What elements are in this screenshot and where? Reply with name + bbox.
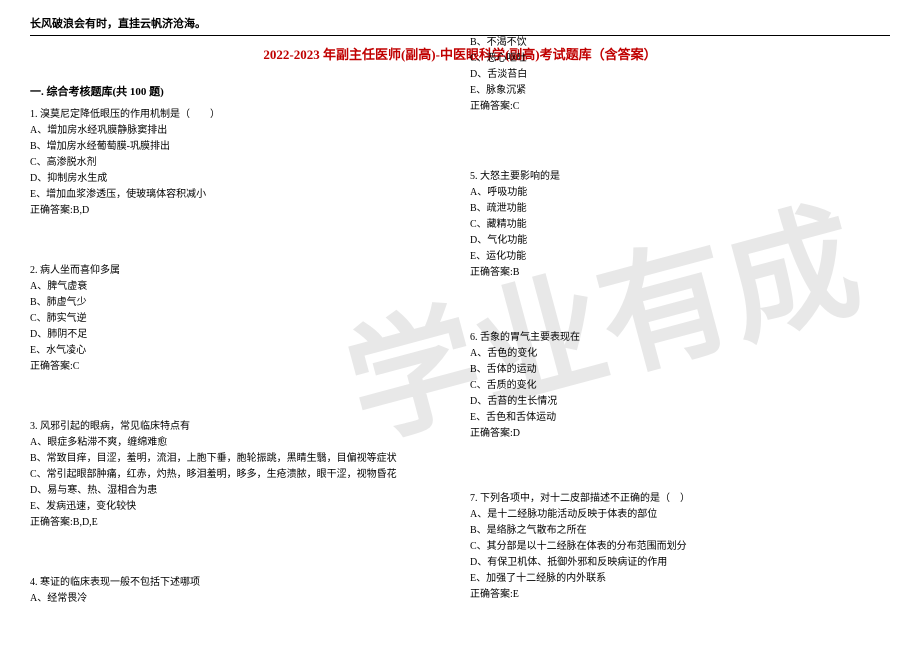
question-option: B、常致目痒，目涩，羞明，流泪，上胞下垂，胞轮振跳，黑睛生翳，目偏视等症状 bbox=[30, 451, 450, 466]
question-stem: 5. 大怒主要影响的是 bbox=[470, 169, 890, 184]
question-stem: 1. 溴莫尼定降低眼压的作用机制是（ ） bbox=[30, 107, 450, 122]
question-stem: 6. 舌象的胃气主要表现在 bbox=[470, 330, 890, 345]
question-option: E、脉象沉紧 bbox=[470, 83, 890, 98]
question-option: B、肺虚气少 bbox=[30, 295, 450, 310]
question-block: 2. 病人坐而喜仰多属 A、脾气虚衰 B、肺虚气少 C、肺实气逆 D、肺阴不足 … bbox=[30, 263, 450, 374]
question-option: A、舌色的变化 bbox=[470, 346, 890, 361]
question-stem: 3. 风邪引起的眼病，常见临床特点有 bbox=[30, 419, 450, 434]
question-block: 4. 寒证的临床表现一般不包括下述哪项 A、经常畏冷 bbox=[30, 575, 450, 606]
question-option: E、水气凌心 bbox=[30, 343, 450, 358]
question-option: C、其分部是以十二经脉在体表的分布范围而划分 bbox=[470, 539, 890, 554]
question-stem: 4. 寒证的临床表现一般不包括下述哪项 bbox=[30, 575, 450, 590]
question-option: D、气化功能 bbox=[470, 233, 890, 248]
header-motto: 长风破浪会有时，直挂云帆济沧海。 bbox=[30, 15, 890, 36]
question-answer: 正确答案:B,D,E bbox=[30, 515, 450, 530]
question-option: D、舌苔的生长情况 bbox=[470, 394, 890, 409]
question-option: B、疏泄功能 bbox=[470, 201, 890, 216]
question-option: A、脾气虚衰 bbox=[30, 279, 450, 294]
question-option: C、常引起眼部肿痛，红赤，灼热，眵泪羞明，眵多，生疮溃脓，眼干涩，视物昏花 bbox=[30, 467, 450, 482]
section-title: 一. 综合考核题库(共 100 题) bbox=[30, 83, 450, 99]
question-option: D、舌淡苔白 bbox=[470, 67, 890, 82]
question-option: C、舌质的变化 bbox=[470, 378, 890, 393]
question-option: E、发病迅速，变化较快 bbox=[30, 499, 450, 514]
question-stem: 2. 病人坐而喜仰多属 bbox=[30, 263, 450, 278]
question-block: 3. 风邪引起的眼病，常见临床特点有 A、眼症多粘滞不爽，缠绵难愈 B、常致目痒… bbox=[30, 419, 450, 530]
two-column-layout: 一. 综合考核题库(共 100 题) 1. 溴莫尼定降低眼压的作用机制是（ ） … bbox=[30, 75, 890, 607]
question-option: A、增加房水经巩膜静脉窦排出 bbox=[30, 123, 450, 138]
question-stem: 7. 下列各项中，对十二皮部描述不正确的是（ ） bbox=[470, 491, 890, 506]
question-option: B、舌体的运动 bbox=[470, 362, 890, 377]
question-option: D、易与寒、热、湿相合为患 bbox=[30, 483, 450, 498]
question-option: E、舌色和舌体运动 bbox=[470, 410, 890, 425]
question-answer: 正确答案:E bbox=[470, 587, 890, 602]
question-option: A、经常畏冷 bbox=[30, 591, 450, 606]
page-content: 长风破浪会有时，直挂云帆济沧海。 2022-2023 年副主任医师(副高)-中医… bbox=[0, 0, 920, 622]
question-option: D、肺阴不足 bbox=[30, 327, 450, 342]
question-option: E、加强了十二经脉的内外联系 bbox=[470, 571, 890, 586]
question-option: B、增加房水经葡萄膜-巩膜排出 bbox=[30, 139, 450, 154]
question-answer: 正确答案:C bbox=[30, 359, 450, 374]
question-option: E、运化功能 bbox=[470, 249, 890, 264]
question-block: 7. 下列各项中，对十二皮部描述不正确的是（ ） A、是十二经脉功能活动反映于体… bbox=[470, 491, 890, 602]
question-option: D、抑制房水生成 bbox=[30, 171, 450, 186]
question-option: C、藏精功能 bbox=[470, 217, 890, 232]
question-answer: 正确答案:D bbox=[470, 426, 890, 441]
question-block: B、不渴不饮 C、恶心呕吐 D、舌淡苔白 E、脉象沉紧 正确答案:C bbox=[470, 35, 890, 114]
question-option: C、恶心呕吐 bbox=[470, 51, 890, 66]
question-option: C、肺实气逆 bbox=[30, 311, 450, 326]
left-column: 一. 综合考核题库(共 100 题) 1. 溴莫尼定降低眼压的作用机制是（ ） … bbox=[30, 75, 450, 607]
question-answer: 正确答案:B bbox=[470, 265, 890, 280]
question-option: A、呼吸功能 bbox=[470, 185, 890, 200]
question-option: D、有保卫机体、抵御外邪和反映病证的作用 bbox=[470, 555, 890, 570]
question-block: 1. 溴莫尼定降低眼压的作用机制是（ ） A、增加房水经巩膜静脉窦排出 B、增加… bbox=[30, 107, 450, 218]
question-block: 6. 舌象的胃气主要表现在 A、舌色的变化 B、舌体的运动 C、舌质的变化 D、… bbox=[470, 330, 890, 441]
question-answer: 正确答案:C bbox=[470, 99, 890, 114]
right-column: B、不渴不饮 C、恶心呕吐 D、舌淡苔白 E、脉象沉紧 正确答案:C 5. 大怒… bbox=[470, 75, 890, 607]
question-option: B、是络脉之气散布之所在 bbox=[470, 523, 890, 538]
question-block: 5. 大怒主要影响的是 A、呼吸功能 B、疏泄功能 C、藏精功能 D、气化功能 … bbox=[470, 169, 890, 280]
question-option: E、增加血浆渗透压，使玻璃体容积减小 bbox=[30, 187, 450, 202]
question-option: A、眼症多粘滞不爽，缠绵难愈 bbox=[30, 435, 450, 450]
question-answer: 正确答案:B,D bbox=[30, 203, 450, 218]
question-option: B、不渴不饮 bbox=[470, 35, 890, 50]
question-option: A、是十二经脉功能活动反映于体表的部位 bbox=[470, 507, 890, 522]
question-option: C、高渗脱水剂 bbox=[30, 155, 450, 170]
